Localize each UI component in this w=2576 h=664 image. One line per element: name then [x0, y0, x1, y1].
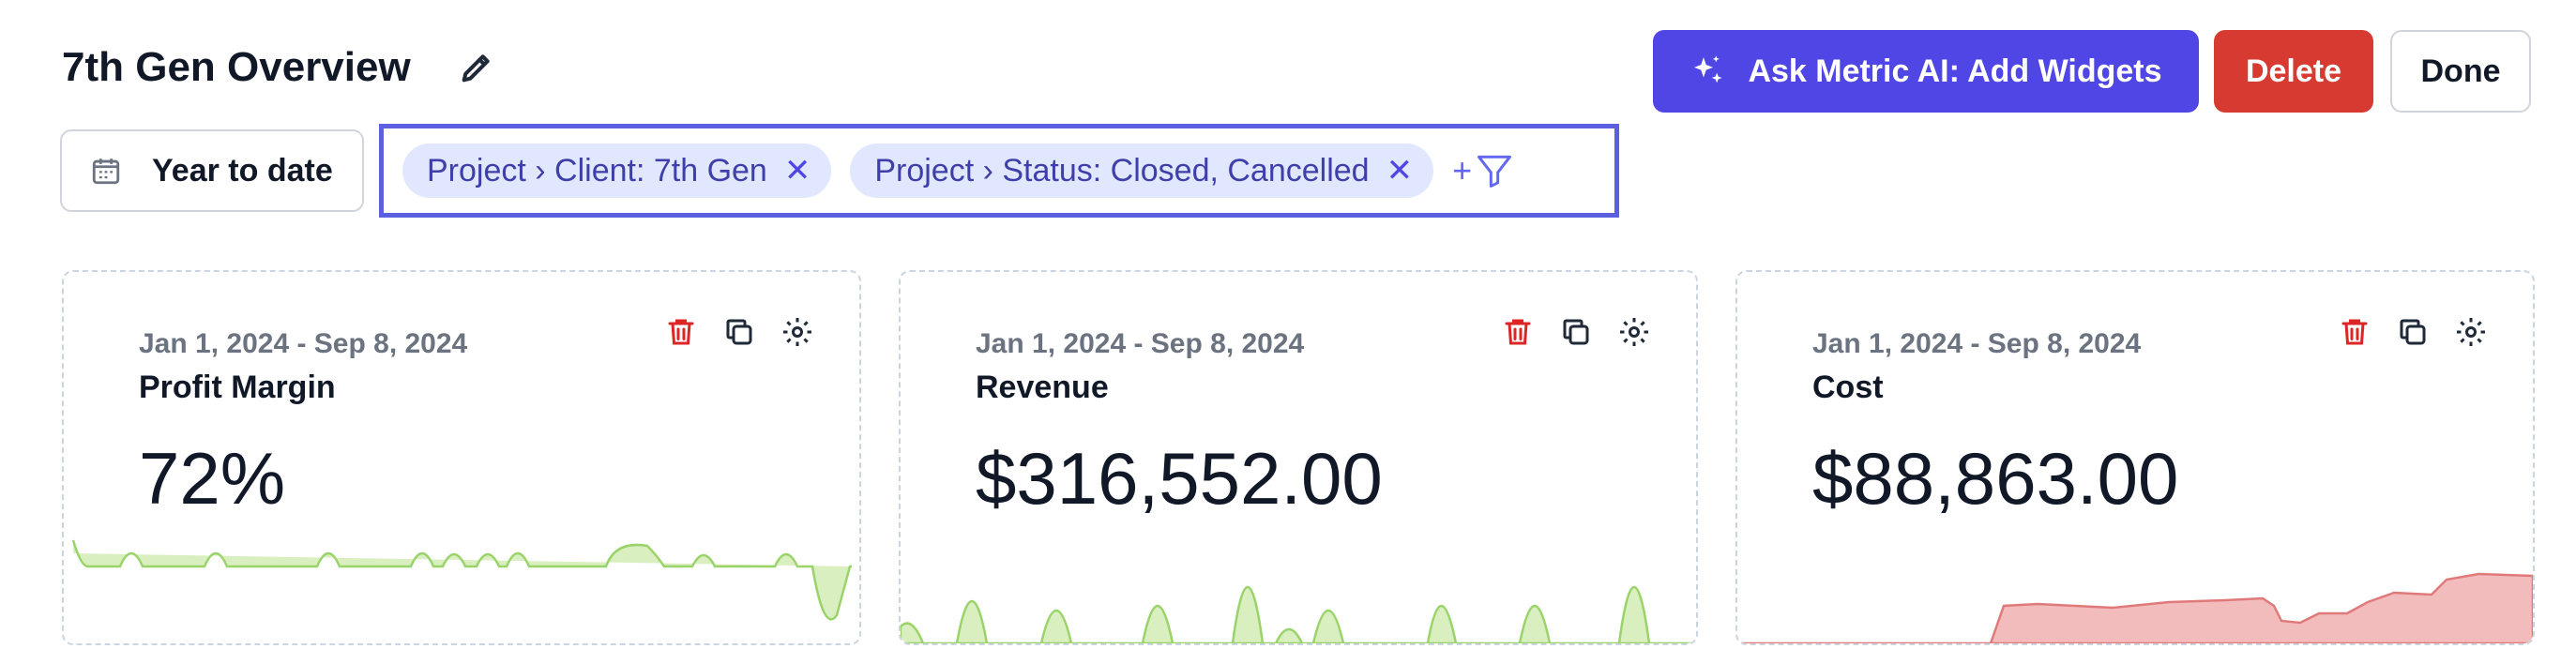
add-filter-plus: + [1452, 151, 1473, 189]
revenue-sparkline [901, 585, 1696, 643]
close-icon[interactable]: ✕ [1386, 153, 1414, 189]
done-button[interactable]: Done [2390, 30, 2531, 113]
card-toolbar [2338, 315, 2488, 353]
filter-chip-status[interactable]: Project › Status: Closed, Cancelled ✕ [850, 143, 1434, 198]
card-toolbar [664, 315, 814, 353]
calendar-icon [92, 158, 120, 185]
cost-sparkline [1737, 572, 2533, 643]
date-range-label: Year to date [152, 152, 333, 189]
gear-icon[interactable] [2454, 315, 2488, 353]
card-title: Revenue [976, 370, 1109, 405]
sparkles-icon [1694, 55, 1722, 83]
card-value: 72% [139, 437, 286, 520]
card-value: $316,552.00 [976, 437, 1383, 520]
pencil-icon[interactable] [458, 49, 495, 86]
profit-margin-sparkline [71, 539, 852, 621]
widget-card-cost[interactable]: Jan 1, 2024 - Sep 8, 2024 Cost $88,863.0… [1735, 270, 2535, 645]
card-toolbar [1501, 315, 1651, 353]
trash-icon[interactable] [664, 315, 698, 353]
filter-chip-client[interactable]: Project › Client: 7th Gen ✕ [402, 143, 832, 198]
date-range-button[interactable]: Year to date [60, 129, 364, 212]
close-icon[interactable]: ✕ [783, 153, 811, 189]
card-date-range: Jan 1, 2024 - Sep 8, 2024 [139, 328, 468, 359]
card-date-range: Jan 1, 2024 - Sep 8, 2024 [976, 328, 1305, 359]
filter-chip-label: Project › Client: 7th Gen [427, 152, 767, 189]
copy-icon[interactable] [2396, 315, 2430, 353]
widget-card-profit-margin[interactable]: Jan 1, 2024 - Sep 8, 2024 Profit Margin … [62, 270, 861, 645]
card-title: Cost [1812, 370, 1884, 405]
filter-bar: Project › Client: 7th Gen ✕ Project › St… [379, 124, 1619, 218]
card-value: $88,863.00 [1812, 437, 2179, 520]
delete-button[interactable]: Delete [2214, 30, 2373, 113]
copy-icon[interactable] [722, 315, 756, 353]
gear-icon[interactable] [780, 315, 814, 353]
trash-icon[interactable] [2338, 315, 2371, 353]
ask-metric-ai-label: Ask Metric AI: Add Widgets [1748, 53, 2162, 89]
filter-chip-label: Project › Status: Closed, Cancelled [874, 152, 1370, 189]
filter-icon [1477, 155, 1512, 188]
widget-card-revenue[interactable]: Jan 1, 2024 - Sep 8, 2024 Revenue $316,5… [899, 270, 1698, 645]
card-date-range: Jan 1, 2024 - Sep 8, 2024 [1812, 328, 2142, 359]
card-title: Profit Margin [139, 370, 336, 405]
trash-icon[interactable] [1501, 315, 1535, 353]
add-filter-button[interactable]: + [1452, 150, 1515, 191]
ask-metric-ai-button[interactable]: Ask Metric AI: Add Widgets [1653, 30, 2199, 113]
copy-icon[interactable] [1559, 315, 1593, 353]
gear-icon[interactable] [1617, 315, 1651, 353]
page-title: 7th Gen Overview [62, 44, 411, 90]
